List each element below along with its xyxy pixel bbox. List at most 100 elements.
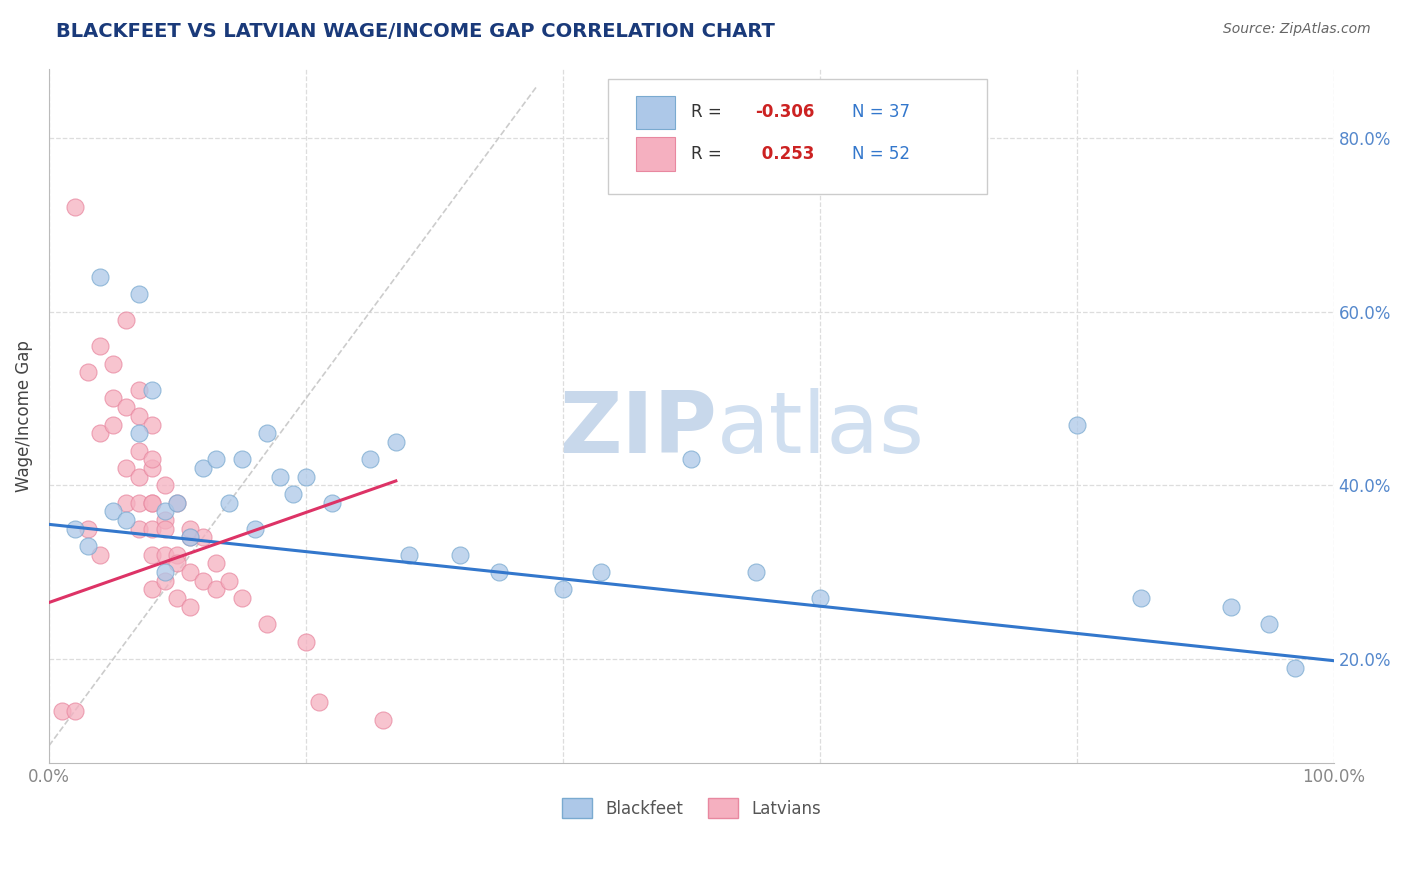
Point bbox=[128, 287, 150, 301]
Point bbox=[256, 426, 278, 441]
Point bbox=[744, 565, 766, 579]
Point bbox=[218, 574, 240, 588]
Point bbox=[141, 548, 163, 562]
Point bbox=[179, 530, 201, 544]
Point bbox=[205, 452, 228, 467]
Point bbox=[243, 522, 266, 536]
Point bbox=[166, 548, 188, 562]
Point bbox=[231, 591, 253, 606]
Text: BLACKFEET VS LATVIAN WAGE/INCOME GAP CORRELATION CHART: BLACKFEET VS LATVIAN WAGE/INCOME GAP COR… bbox=[56, 22, 775, 41]
Point bbox=[76, 522, 98, 536]
Point bbox=[128, 469, 150, 483]
Text: 0.253: 0.253 bbox=[755, 145, 814, 163]
Point bbox=[103, 357, 125, 371]
Point bbox=[1219, 599, 1241, 614]
Point bbox=[591, 565, 613, 579]
Point bbox=[191, 530, 214, 544]
Point bbox=[179, 565, 201, 579]
Text: atlas: atlas bbox=[717, 388, 925, 471]
Point bbox=[141, 383, 163, 397]
Point bbox=[321, 496, 343, 510]
Point bbox=[179, 599, 201, 614]
Text: R =: R = bbox=[692, 103, 723, 121]
Point bbox=[153, 522, 176, 536]
Point bbox=[115, 313, 138, 327]
Point bbox=[218, 496, 240, 510]
Point bbox=[141, 496, 163, 510]
Text: -0.306: -0.306 bbox=[755, 103, 815, 121]
Point bbox=[281, 487, 304, 501]
Point bbox=[191, 574, 214, 588]
Point bbox=[256, 617, 278, 632]
Point bbox=[153, 574, 176, 588]
Point bbox=[179, 522, 201, 536]
Point bbox=[115, 400, 138, 414]
Point bbox=[166, 496, 188, 510]
Point bbox=[103, 417, 125, 432]
Point bbox=[153, 565, 176, 579]
Point bbox=[141, 461, 163, 475]
Point bbox=[141, 417, 163, 432]
Point bbox=[153, 478, 176, 492]
Point bbox=[191, 461, 214, 475]
Point bbox=[166, 496, 188, 510]
Point bbox=[128, 409, 150, 423]
Point bbox=[128, 522, 150, 536]
Point bbox=[89, 269, 111, 284]
Point bbox=[76, 539, 98, 553]
Point bbox=[488, 565, 510, 579]
Point bbox=[141, 522, 163, 536]
FancyBboxPatch shape bbox=[636, 95, 675, 129]
Point bbox=[89, 548, 111, 562]
Y-axis label: Wage/Income Gap: Wage/Income Gap bbox=[15, 340, 32, 491]
Point bbox=[89, 339, 111, 353]
Point bbox=[295, 469, 318, 483]
Point bbox=[359, 452, 381, 467]
Point bbox=[128, 426, 150, 441]
Point bbox=[76, 366, 98, 380]
Point bbox=[1284, 660, 1306, 674]
Point bbox=[179, 530, 201, 544]
Point bbox=[398, 548, 420, 562]
Point bbox=[153, 504, 176, 518]
Text: Source: ZipAtlas.com: Source: ZipAtlas.com bbox=[1223, 22, 1371, 37]
Point bbox=[89, 426, 111, 441]
Legend: Blackfeet, Latvians: Blackfeet, Latvians bbox=[555, 792, 828, 824]
Point bbox=[141, 496, 163, 510]
Point bbox=[103, 504, 125, 518]
Text: ZIP: ZIP bbox=[560, 388, 717, 471]
Point bbox=[153, 513, 176, 527]
Point bbox=[1258, 617, 1281, 632]
Point bbox=[128, 383, 150, 397]
Text: R =: R = bbox=[692, 145, 723, 163]
Point bbox=[141, 582, 163, 597]
Text: N = 37: N = 37 bbox=[852, 103, 910, 121]
Point bbox=[808, 591, 831, 606]
Point bbox=[449, 548, 471, 562]
Point bbox=[141, 452, 163, 467]
Point bbox=[51, 704, 73, 718]
Point bbox=[1129, 591, 1152, 606]
Point bbox=[205, 557, 228, 571]
Point bbox=[551, 582, 574, 597]
Point bbox=[166, 557, 188, 571]
Point bbox=[205, 582, 228, 597]
Point bbox=[63, 522, 86, 536]
Point bbox=[115, 461, 138, 475]
FancyBboxPatch shape bbox=[607, 78, 987, 194]
Point bbox=[128, 496, 150, 510]
Point bbox=[63, 704, 86, 718]
FancyBboxPatch shape bbox=[636, 137, 675, 170]
Point bbox=[371, 713, 394, 727]
Point bbox=[308, 695, 330, 709]
Point bbox=[128, 443, 150, 458]
Point bbox=[103, 392, 125, 406]
Point bbox=[295, 634, 318, 648]
Point bbox=[231, 452, 253, 467]
Point bbox=[115, 513, 138, 527]
Point bbox=[63, 201, 86, 215]
Text: N = 52: N = 52 bbox=[852, 145, 910, 163]
Point bbox=[166, 591, 188, 606]
Point bbox=[153, 548, 176, 562]
Point bbox=[269, 469, 291, 483]
